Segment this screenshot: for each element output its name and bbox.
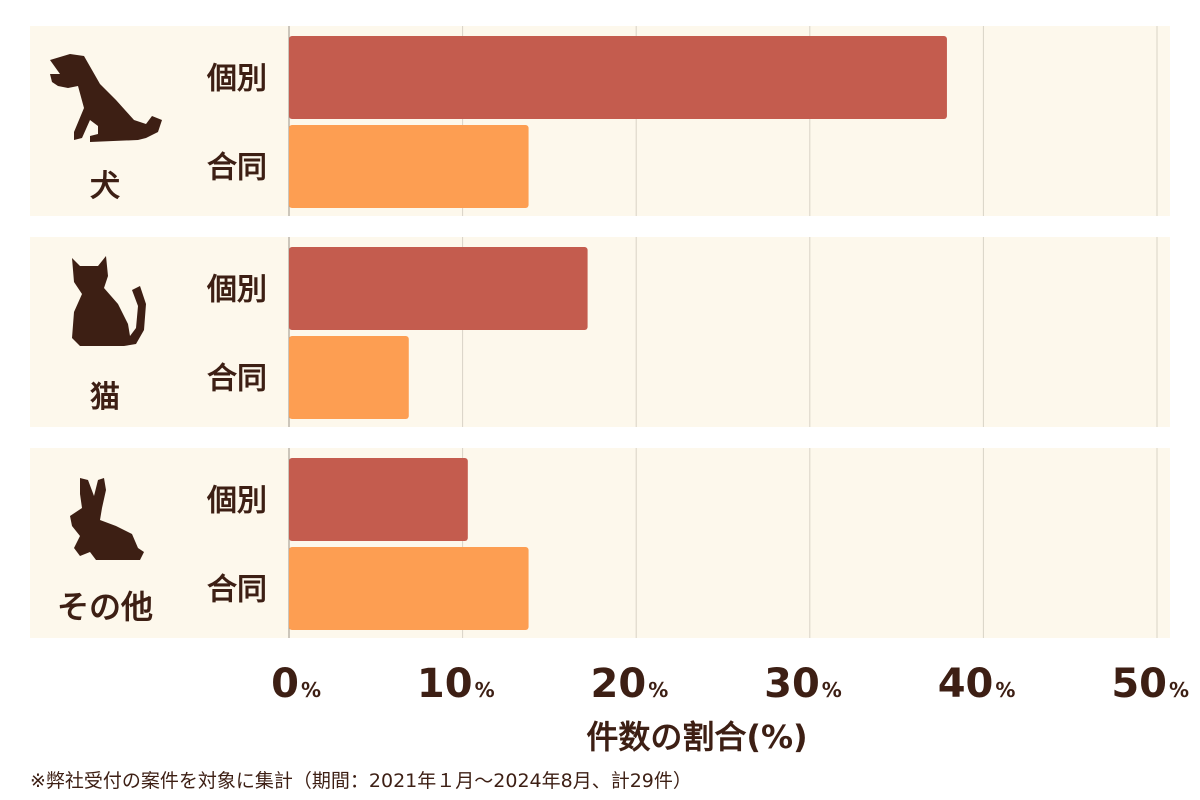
series-label: 個別 xyxy=(206,273,267,308)
bar-individual xyxy=(289,458,468,541)
series-label: 合同 xyxy=(207,151,267,186)
series-label: 合同 xyxy=(207,573,267,608)
bar-individual xyxy=(289,36,947,119)
tick-unit: % xyxy=(1169,678,1189,702)
footnote: ※弊社受付の案件を対象に集計（期間：2021年１月～2024年8月、計29件） xyxy=(30,770,692,792)
rabbit-icon xyxy=(70,478,144,560)
panel-2 xyxy=(30,448,1170,638)
group-label: その他 xyxy=(57,588,153,626)
tick-label: 0 xyxy=(271,661,299,707)
tick-label: 20 xyxy=(591,661,647,707)
bar-joint xyxy=(289,547,529,630)
x-axis-title: 件数の割合(%) xyxy=(586,718,807,756)
group-label: 猫 xyxy=(90,380,120,415)
series-label: 個別 xyxy=(206,62,267,97)
bar-joint xyxy=(289,336,409,419)
bar-joint xyxy=(289,125,529,208)
tick-unit: % xyxy=(648,678,668,702)
cat-icon xyxy=(72,256,146,346)
tick-label: 50 xyxy=(1111,661,1167,707)
series-label: 合同 xyxy=(207,362,267,397)
tick-unit: % xyxy=(301,678,321,702)
tick-unit: % xyxy=(475,678,495,702)
tick-label: 40 xyxy=(938,661,994,707)
panel-1 xyxy=(30,237,1170,427)
dog-icon xyxy=(50,54,162,142)
group-label: 犬 xyxy=(90,169,120,204)
tick-label: 30 xyxy=(764,661,820,707)
tick-label: 10 xyxy=(417,661,473,707)
bar-individual xyxy=(289,247,588,330)
tick-unit: % xyxy=(822,678,842,702)
series-label: 個別 xyxy=(206,484,267,519)
tick-unit: % xyxy=(995,678,1015,702)
